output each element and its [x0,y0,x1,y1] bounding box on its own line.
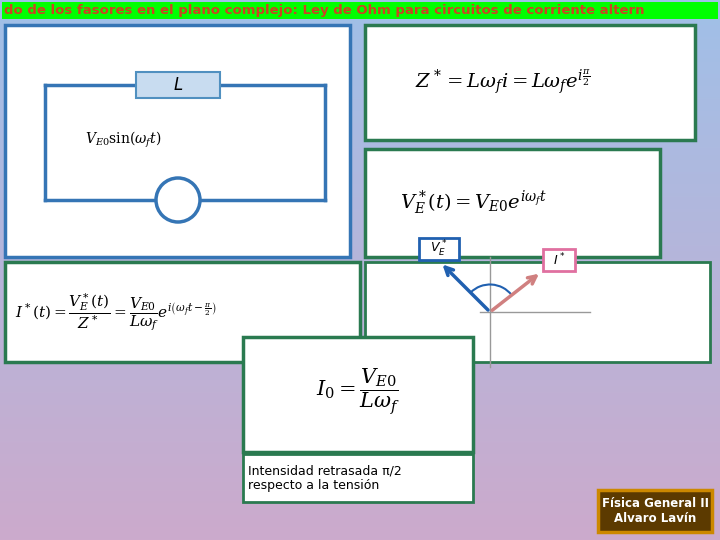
Text: $V^*_E(t)=V_{E0}e^{i\omega_f t}$: $V^*_E(t)=V_{E0}e^{i\omega_f t}$ [400,189,547,217]
FancyBboxPatch shape [365,149,660,257]
Text: $V^*_E$: $V^*_E$ [430,239,447,259]
FancyBboxPatch shape [5,25,350,257]
Text: $I^*(t)=\dfrac{V^*_E(t)}{Z^*}=\dfrac{V_{E0}}{L\omega_f}e^{i\left(\omega_f t-\fra: $I^*(t)=\dfrac{V^*_E(t)}{Z^*}=\dfrac{V_{… [15,291,216,333]
FancyBboxPatch shape [418,238,459,260]
Text: L: L [174,76,183,94]
FancyBboxPatch shape [243,454,473,502]
Circle shape [156,178,200,222]
FancyBboxPatch shape [136,72,220,98]
FancyBboxPatch shape [543,249,575,271]
Text: Intensidad retrasada π/2
respecto a la tensión: Intensidad retrasada π/2 respecto a la t… [248,464,402,492]
Text: Física General II
Alvaro Lavín: Física General II Alvaro Lavín [601,497,708,525]
FancyBboxPatch shape [2,2,718,19]
FancyBboxPatch shape [5,262,360,362]
Text: $V_{E0}\sin(\omega_f t)$: $V_{E0}\sin(\omega_f t)$ [85,130,162,150]
FancyBboxPatch shape [598,490,712,532]
FancyBboxPatch shape [243,337,473,452]
Text: $I_0=\dfrac{V_{E0}}{L\omega_f}$: $I_0=\dfrac{V_{E0}}{L\omega_f}$ [316,367,400,417]
Text: $I^*$: $I^*$ [553,252,565,268]
FancyBboxPatch shape [365,262,710,362]
Text: $Z^* = L\omega_f i = L\omega_f e^{i\frac{\pi}{2}}$: $Z^* = L\omega_f i = L\omega_f e^{i\frac… [415,68,590,96]
Text: do de los fasores en el plano complejo: Ley de Ohm para circuitos de corriente a: do de los fasores en el plano complejo: … [4,4,644,17]
FancyBboxPatch shape [365,25,695,140]
